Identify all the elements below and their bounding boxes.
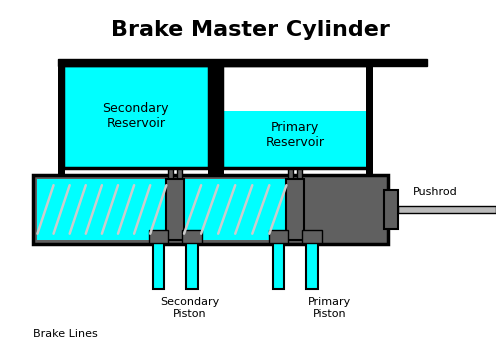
- Text: Brake Master Cylinder: Brake Master Cylinder: [110, 21, 390, 41]
- Bar: [288, 169, 294, 179]
- Bar: [186, 240, 198, 289]
- Bar: [152, 240, 164, 289]
- Bar: [38, 179, 384, 240]
- Text: Primary
Piston: Primary Piston: [308, 297, 352, 318]
- Bar: [58, 59, 65, 177]
- Text: Secondary
Reservoir: Secondary Reservoir: [102, 103, 169, 131]
- Bar: [384, 190, 398, 229]
- Bar: [208, 59, 224, 177]
- Bar: [177, 169, 182, 179]
- Bar: [168, 169, 173, 179]
- Bar: [366, 59, 373, 177]
- Bar: [304, 179, 384, 240]
- Bar: [222, 65, 368, 168]
- Bar: [268, 230, 288, 243]
- Text: Primary
Reservoir: Primary Reservoir: [266, 121, 325, 149]
- Bar: [302, 230, 322, 243]
- Bar: [58, 59, 427, 66]
- Text: Secondary
Piston: Secondary Piston: [160, 297, 220, 318]
- Bar: [166, 179, 184, 240]
- Bar: [272, 240, 284, 289]
- Bar: [63, 65, 208, 168]
- Bar: [182, 230, 202, 243]
- Bar: [222, 111, 368, 168]
- Bar: [34, 175, 388, 244]
- Text: Brake Lines: Brake Lines: [34, 329, 98, 338]
- Bar: [306, 240, 318, 289]
- Bar: [148, 230, 169, 243]
- Text: Pushrod: Pushrod: [412, 187, 457, 197]
- Bar: [63, 65, 208, 168]
- Bar: [297, 169, 302, 179]
- Bar: [286, 179, 304, 240]
- Bar: [222, 65, 368, 111]
- Bar: [398, 205, 496, 214]
